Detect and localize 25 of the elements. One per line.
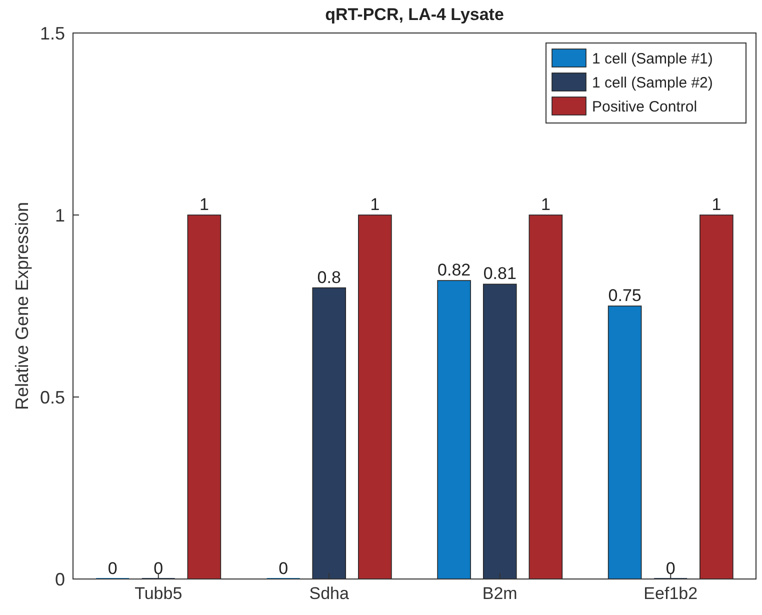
legend-label: 1 cell (Sample #2) [592,74,713,92]
data-label: 0.75 [608,286,642,305]
data-label: 0.82 [438,260,471,280]
data-label: 1 [370,195,380,214]
y-axis-title: Relative Gene Expression [12,202,32,410]
data-label: 1 [199,195,209,214]
chart-title: qRT-PCR, LA-4 Lysate [325,5,504,24]
legend-label: 1 cell (Sample #1) [592,50,713,68]
legend-label: Positive Control [592,98,698,116]
x-tick-label: Tubb5 [134,584,182,603]
data-label: 0.81 [483,264,516,284]
x-tick-label: Sdha [309,584,350,603]
data-label: 0 [108,559,118,578]
data-label: 0.8 [317,268,341,287]
y-tick-label: 1 [54,205,65,226]
y-tick-label: 0 [54,569,65,590]
x-tick-label: Eef1b2 [644,584,698,603]
data-label: 0 [278,559,288,578]
data-label: 0 [154,559,164,578]
data-label: 1 [712,195,722,214]
data-label: 0 [666,559,676,578]
y-tick-label: 1.5 [40,23,65,44]
y-tick-label: 0.5 [40,387,65,408]
data-label: 1 [540,195,550,214]
x-tick-label: B2m [482,584,518,603]
